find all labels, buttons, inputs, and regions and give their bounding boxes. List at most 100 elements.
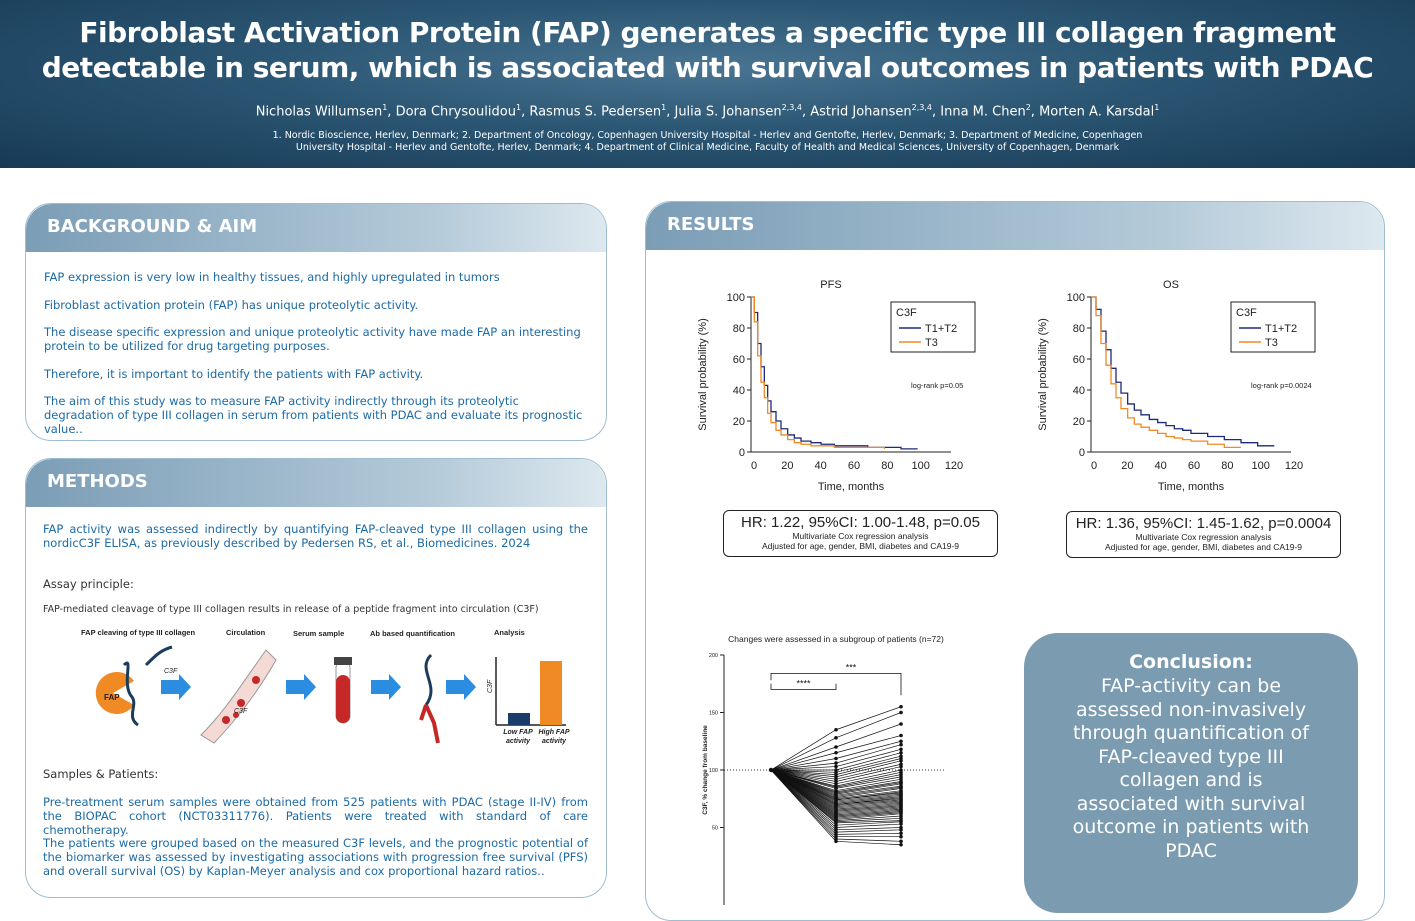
- author-affiliation-mark: 2,3,4: [781, 103, 802, 112]
- background-p4: Therefore, it is important to identify t…: [44, 367, 424, 381]
- y-tick-label: 60: [1073, 354, 1085, 366]
- paired-y-tick-label: 50: [712, 826, 718, 832]
- patient-point: [834, 839, 838, 844]
- km-legend-label: T3: [1265, 337, 1278, 349]
- analysis-ylabel: C3F: [487, 679, 494, 693]
- patient-point: [899, 710, 903, 715]
- patient-point: [899, 822, 903, 826]
- pfs-hr-text: HR: 1.22, 95%CI: 1.00-1.48, p=0.05: [741, 514, 980, 531]
- sig-label-1: ****: [796, 679, 811, 689]
- patient-point: [899, 764, 903, 769]
- sig-bracket-2: [770, 673, 902, 696]
- y-tick-label: 100: [1067, 292, 1085, 304]
- baseline-point: [768, 767, 774, 773]
- km-legend-label: T1+T2: [925, 323, 957, 335]
- antibody-icon: [424, 704, 440, 744]
- x-axis-label: Time, months: [818, 481, 885, 493]
- x-axis-label: Time, months: [1158, 481, 1225, 493]
- km-line-t1-t2: [1091, 296, 1275, 447]
- x-tick-label: 80: [881, 460, 893, 472]
- y-tick-label: 0: [739, 447, 745, 459]
- step-label-analysis: Analysis: [494, 628, 525, 637]
- patient-point: [899, 831, 903, 836]
- km-title: OS: [1163, 279, 1179, 291]
- author-affiliation-mark: 1: [382, 103, 388, 112]
- km-logrank: log-rank p=0.0024: [1251, 381, 1312, 390]
- x-tick-label: 120: [945, 460, 963, 472]
- background-p1: FAP expression is very low in healthy ti…: [44, 270, 500, 284]
- patient-point: [899, 747, 903, 752]
- background-heading: BACKGROUND & AIM: [47, 216, 258, 237]
- samples-p2: The patients were grouped based on the m…: [43, 836, 588, 878]
- author-affiliation-mark: 2,3,4: [911, 103, 932, 112]
- patient-point: [899, 739, 903, 744]
- x-tick-label: 0: [1091, 460, 1097, 472]
- y-tick-label: 60: [733, 354, 745, 366]
- sig-bracket-1: [770, 683, 837, 690]
- x-tick-label: 20: [781, 460, 793, 472]
- y-tick-label: 80: [1073, 323, 1085, 335]
- y-axis-label: Survival probability (%): [1037, 318, 1049, 430]
- assay-description: FAP-mediated cleavage of type III collag…: [43, 604, 539, 615]
- km-line-t3: [751, 296, 885, 449]
- methods-panel: METHODS FAP activity was assessed indire…: [25, 458, 607, 898]
- km-title: PFS: [820, 279, 841, 291]
- os-hr-sub1: Multivariate Cox regression analysis: [1135, 532, 1272, 542]
- paired-y-tick-label: 150: [709, 711, 718, 717]
- y-tick-label: 80: [733, 323, 745, 335]
- results-panel: RESULTS PFS 0 20 40 60 80 100 0 20 40 60 80 100 120 Ti…: [645, 201, 1385, 921]
- high-fap-label: High FAP activity: [538, 729, 570, 745]
- pfs-hr-sub1: Multivariate Cox regression analysis: [792, 531, 929, 541]
- patient-point: [899, 759, 903, 763]
- x-tick-label: 100: [911, 460, 929, 472]
- patient-point: [899, 750, 903, 755]
- patient-point: [899, 839, 903, 844]
- author-affiliation-mark: 1: [515, 103, 522, 112]
- patient-point: [899, 733, 903, 738]
- km-legend-title: C3F: [896, 307, 917, 319]
- author-name: Rasmus S. Pedersen: [529, 104, 662, 120]
- patient-point: [834, 745, 838, 749]
- background-panel: BACKGROUND & AIM FAP expression is very …: [25, 203, 607, 441]
- methods-heading-bar: METHODS: [26, 459, 606, 507]
- patient-point: [834, 756, 838, 761]
- pfs-hr-box: HR: 1.22, 95%CI: 1.00-1.48, p=0.05 Multi…: [723, 510, 998, 557]
- patient-point: [834, 736, 838, 740]
- background-p3: The disease specific expression and uniq…: [44, 325, 581, 353]
- patient-point: [899, 722, 903, 726]
- background-p2: Fibroblast activation protein (FAP) has …: [44, 298, 419, 312]
- step-label-cleaving: FAP cleaving of type III collagen: [81, 628, 195, 637]
- x-tick-label: 40: [1155, 460, 1167, 472]
- x-tick-label: 100: [1251, 460, 1269, 472]
- x-tick-label: 120: [1285, 460, 1303, 472]
- assay-principle-figure: FAP cleaving of type III collagen Circul…: [81, 628, 570, 745]
- low-fap-bar: [508, 713, 530, 725]
- author-affiliation-mark: 1: [1154, 103, 1160, 112]
- author-affiliation-mark: 1: [661, 103, 667, 112]
- low-fap-label: Low FAP activity: [503, 729, 533, 745]
- author-affiliation-mark: 2: [1025, 103, 1031, 112]
- x-tick-label: 0: [751, 460, 757, 472]
- poster-header: Fibroblast Activation Protein (FAP) gene…: [0, 0, 1415, 168]
- km-legend-label: T1+T2: [1265, 323, 1297, 335]
- arrow-icon: [286, 674, 316, 700]
- y-tick-label: 40: [1073, 385, 1085, 397]
- paired-title: Changes were assessed in a subgroup of p…: [728, 634, 944, 644]
- arrow-icon: [371, 674, 401, 700]
- patient-point: [899, 842, 903, 847]
- y-tick-label: 20: [733, 416, 745, 428]
- patient-point: [899, 834, 903, 839]
- c3f-label-2: C3F: [234, 708, 248, 715]
- paired-y-label: C3F, % change from baseline: [702, 725, 709, 815]
- samples-label: Samples & Patients:: [43, 767, 159, 781]
- c3f-label-1: C3F: [164, 668, 178, 675]
- samples-p1: Pre-treatment serum samples were obtaine…: [43, 795, 588, 837]
- os-hr-sub2: Adjusted for age, gender, BMI, diabetes …: [1104, 542, 1303, 552]
- os-hr-text: HR: 1.36, 95%CI: 1.45-1.62, p=0.0004: [1075, 515, 1332, 532]
- author-name: Julia S. Johansen: [674, 104, 782, 120]
- sig-label-2: ***: [846, 662, 857, 672]
- x-tick-label: 80: [1221, 460, 1233, 472]
- km-legend: [890, 301, 976, 353]
- x-tick-label: 40: [815, 460, 827, 472]
- author-name: Nicholas Willumsen: [255, 104, 383, 120]
